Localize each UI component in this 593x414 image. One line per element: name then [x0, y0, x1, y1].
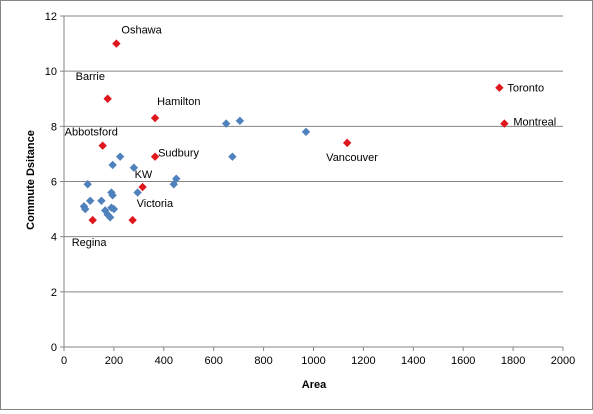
- y-tick-label: 12: [45, 11, 57, 23]
- data-point: [301, 127, 311, 137]
- point-montreal: [500, 119, 509, 128]
- data-point: [81, 204, 90, 214]
- x-tick-label: 600: [205, 355, 223, 367]
- data-point: [169, 180, 178, 189]
- y-tick-label: 4: [51, 232, 57, 244]
- point-label-regina: Regina: [72, 237, 108, 249]
- tick-labels: 0 2 4 6 8 10 12 0 200 400 600 800 1000 1200 1400 1600 18…: [45, 11, 575, 367]
- x-tick-label: 1400: [401, 355, 425, 367]
- point-toronto: [495, 83, 504, 92]
- x-tick-label: 1600: [451, 355, 475, 367]
- x-tick-label: 400: [155, 355, 173, 367]
- x-tick-label: 1800: [501, 355, 525, 367]
- data-point: [85, 196, 95, 206]
- x-tick-label: 2000: [551, 355, 575, 367]
- data-point: [235, 116, 245, 126]
- data-point: [115, 152, 125, 161]
- gridlines: [64, 15, 563, 293]
- axes: [60, 15, 564, 351]
- data-point: [108, 160, 117, 170]
- x-tick-label: 1000: [301, 355, 325, 367]
- data-point: [133, 188, 142, 197]
- x-tick-label: 200: [105, 355, 123, 367]
- data-point: [97, 196, 106, 206]
- y-tick-label: 2: [51, 287, 57, 299]
- data-point: [172, 174, 181, 183]
- point-label-kw: KW: [135, 169, 153, 181]
- point-abbotsford: [98, 141, 107, 150]
- data-point: [228, 152, 237, 161]
- point-label-montreal: Montreal: [513, 117, 556, 129]
- point-label-sudbury: Sudbury: [158, 148, 199, 160]
- y-tick-label: 10: [45, 66, 57, 78]
- data-point: [108, 191, 117, 200]
- y-axis-title: Commute Dsitance: [25, 130, 37, 230]
- x-tick-label: 1200: [351, 355, 375, 367]
- point-label-vancouver: Vancouver: [326, 152, 378, 164]
- data-point: [83, 180, 92, 189]
- x-tick-label: 0: [61, 355, 67, 367]
- point-label-barrie: Barrie: [76, 71, 105, 83]
- point-kw: [138, 182, 147, 192]
- point-label-oshawa: Oshawa: [121, 25, 162, 37]
- y-tick-label: 0: [51, 342, 57, 354]
- point-regina: [88, 215, 97, 225]
- point-label-hamilton: Hamilton: [157, 96, 200, 108]
- point-vancouver: [342, 138, 352, 148]
- y-tick-label: 8: [51, 121, 57, 133]
- data-point: [105, 213, 115, 222]
- x-axis-title: Area: [302, 379, 327, 391]
- data-points: [79, 39, 509, 225]
- data-point: [221, 119, 231, 128]
- point-label-victoria: Victoria: [137, 198, 174, 210]
- point-barrie: [103, 94, 112, 103]
- point-oshawa: [112, 39, 121, 48]
- point-label-abbotsford: Abbotsford: [65, 127, 118, 139]
- point-victoria: [128, 215, 137, 225]
- point-sudbury: [150, 152, 160, 161]
- point-label-toronto: Toronto: [507, 83, 544, 95]
- data-point: [109, 204, 119, 214]
- x-tick-label: 800: [254, 355, 272, 367]
- data-point: [129, 163, 139, 172]
- y-tick-label: 6: [51, 177, 57, 189]
- point-labels: Oshawa Barrie Hamilton Abbotsford Sudbury KW V…: [65, 25, 556, 250]
- point-hamilton: [150, 113, 160, 123]
